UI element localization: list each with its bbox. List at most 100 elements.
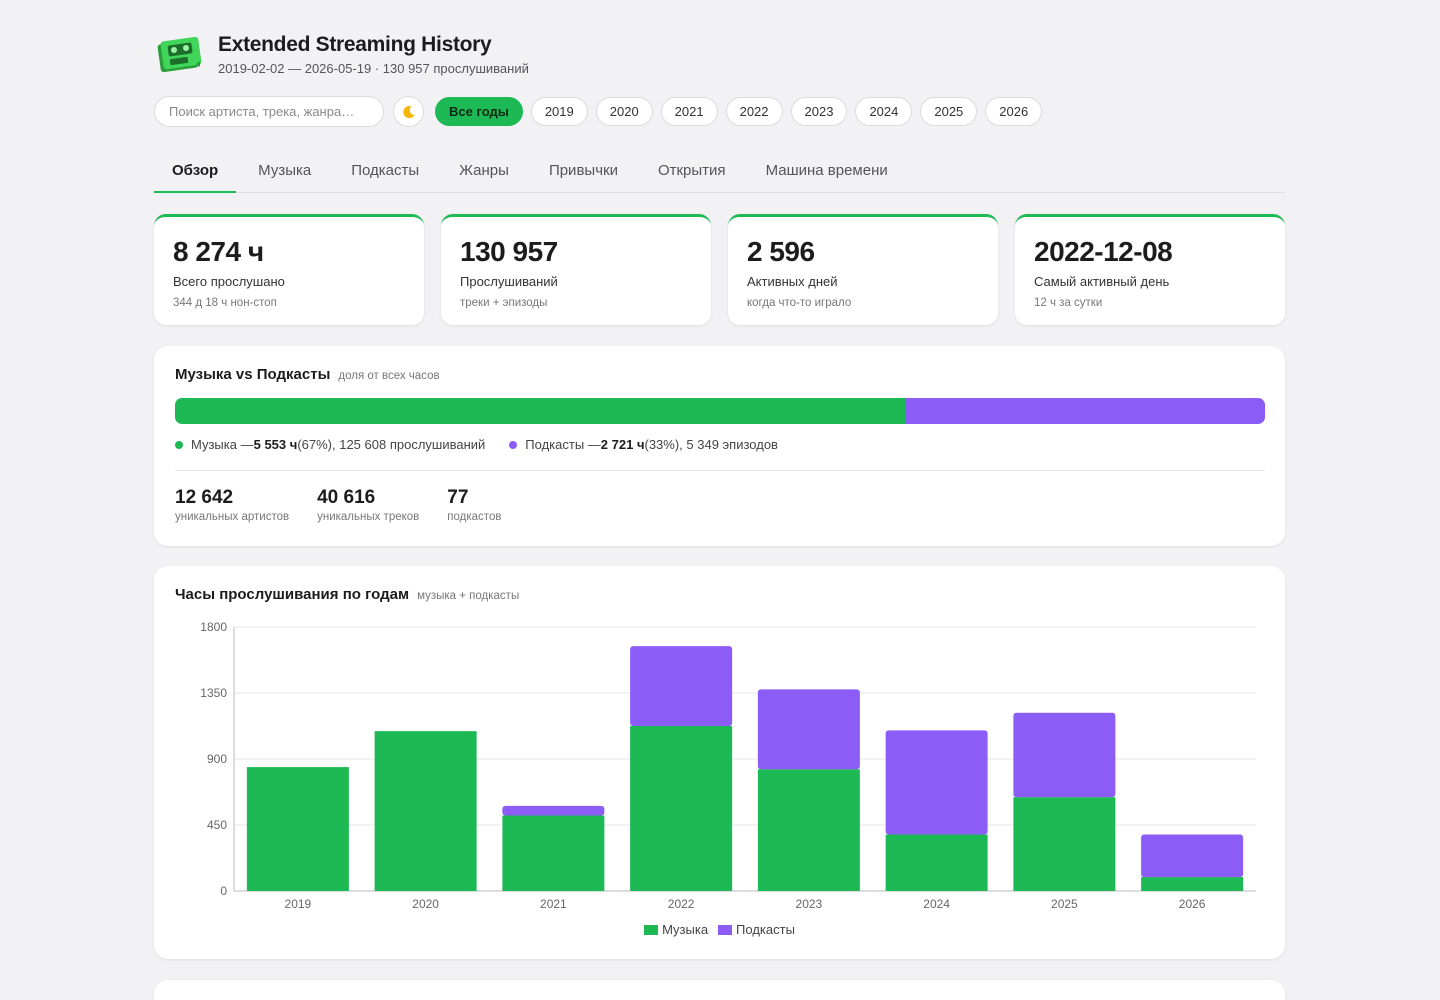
next-panel xyxy=(154,980,1285,1000)
stat-value: 8 274 ч xyxy=(173,236,264,267)
mini-stat-value: 77 xyxy=(447,487,469,508)
legend-podcasts-rest: (33%), 5 349 эпизодов xyxy=(644,437,778,452)
panel-title-text: Часы прослушивания по годам xyxy=(175,586,410,603)
legend-music-hours: 5 553 ч xyxy=(253,437,298,452)
stat-label: Всего прослушано xyxy=(173,274,285,289)
y-tick-label: 1800 xyxy=(200,620,227,634)
x-tick-label: 2021 xyxy=(540,897,567,911)
stat-sub: когда что-то играло xyxy=(747,297,852,309)
stat-sub: 344 д 18 ч нон-стоп xyxy=(173,297,277,309)
tab-podcasts[interactable]: Подкасты xyxy=(351,162,420,179)
mini-stat-value: 12 642 xyxy=(175,487,234,508)
year-filter-2026[interactable]: 2026 xyxy=(985,97,1043,126)
x-tick-label: 2019 xyxy=(285,897,312,911)
stat-label: Самый активный день xyxy=(1034,274,1170,289)
x-tick-label: 2025 xyxy=(1051,897,1078,911)
share-bar xyxy=(175,398,1265,424)
stat-card-plays: 130 957 Прослушиваний треки + эпизоды xyxy=(441,214,711,325)
stat-sub: 12 ч за сутки xyxy=(1034,297,1103,309)
stat-label: Активных дней xyxy=(747,274,838,289)
theme-toggle-button[interactable] xyxy=(393,96,424,127)
share-bar-music xyxy=(175,398,906,424)
year-filter-2022[interactable]: 2022 xyxy=(725,97,783,126)
stat-card-active-days: 2 596 Активных дней когда что-то играло xyxy=(728,214,998,325)
music-vs-podcasts-panel: Музыка vs Подкасты доля от всех часов Муз… xyxy=(154,346,1285,546)
moon-icon xyxy=(402,105,414,118)
year-filter-2019[interactable]: 2019 xyxy=(530,97,588,126)
year-filter-2021[interactable]: 2021 xyxy=(660,97,718,126)
year-filter-2023[interactable]: 2023 xyxy=(790,97,848,126)
yearly-hours-chart: 0 450 900 1350 1800 2019 2020 2021 2022 2023 2024 2… xyxy=(200,620,1256,911)
filter-bar: Все годы 2019 2020 2021 2022 2023 2024 2… xyxy=(154,96,1043,127)
chart-legend: Музыка Подкасты xyxy=(154,922,1285,937)
stat-card-total-hours: 8 274 ч Всего прослушано 344 д 18 ч нон-… xyxy=(154,214,424,325)
mini-stat-label: подкастов xyxy=(447,511,502,523)
stat-value: 2 596 xyxy=(747,236,815,267)
tab-bar: Обзор Музыка Подкасты Жанры Привычки Отк… xyxy=(154,150,1285,193)
app-subtitle: 2019-02-02 — 2026-05-19 · 130 957 прослу… xyxy=(218,61,529,76)
x-tick-label: 2020 xyxy=(412,897,439,911)
bar-2024 xyxy=(885,730,988,835)
legend-podcasts-prefix: Подкасты — xyxy=(525,437,601,452)
chart-legend-podcasts-label: Подкасты xyxy=(736,922,795,937)
mini-stat-value: 40 616 xyxy=(317,487,376,508)
bar-2024 xyxy=(885,834,988,891)
bar-2025 xyxy=(1013,797,1116,891)
legend-music: Музыка — 5 553 ч (67%), 125 608 прослуши… xyxy=(175,437,485,452)
y-tick-label: 0 xyxy=(220,884,227,898)
share-bar-podcasts xyxy=(905,398,1265,424)
bar-2019 xyxy=(246,767,349,891)
bar-2021 xyxy=(502,805,605,816)
year-filter-all[interactable]: Все годы xyxy=(435,97,523,126)
stat-card-top-day: 2022-12-08 Самый активный день 12 ч за с… xyxy=(1015,214,1285,325)
chart-legend-music: Музыка xyxy=(644,922,708,937)
x-tick-label: 2022 xyxy=(668,897,695,911)
stat-cards: 8 274 ч Всего прослушано 344 д 18 ч нон-… xyxy=(154,214,1285,325)
bar-2026 xyxy=(1141,834,1244,878)
panel-title: Часы прослушивания по годам музыка + подк… xyxy=(175,586,519,603)
panel-hint: музыка + подкасты xyxy=(417,590,520,602)
tab-music[interactable]: Музыка xyxy=(258,162,312,179)
y-tick-label: 1350 xyxy=(200,686,227,700)
podcast-dot-icon xyxy=(509,440,518,449)
mini-stat-artists: 12 642 уникальных артистов xyxy=(175,487,289,523)
chart-legend-music-label: Музыка xyxy=(662,922,709,937)
yearly-hours-panel: Часы прослушивания по годам музыка + подк… xyxy=(154,566,1285,959)
stat-value: 2022-12-08 xyxy=(1034,236,1173,267)
bar-2023 xyxy=(757,689,860,770)
panel-hint: доля от всех часов xyxy=(338,370,440,382)
tab-genres[interactable]: Жанры xyxy=(459,162,509,179)
chart-legend-podcasts: Подкасты xyxy=(718,922,795,937)
tab-time-machine[interactable]: Машина времени xyxy=(765,162,888,179)
stat-label: Прослушиваний xyxy=(460,274,558,289)
stat-value: 130 957 xyxy=(460,236,558,267)
tab-habits[interactable]: Привычки xyxy=(548,162,618,179)
bar-2021 xyxy=(502,815,605,891)
music-swatch-icon xyxy=(644,925,659,935)
tab-overview[interactable]: Обзор xyxy=(154,150,237,193)
music-dot-icon xyxy=(175,440,183,449)
cassette-logo-icon xyxy=(157,36,202,73)
divider xyxy=(175,470,1265,471)
year-filter-2025[interactable]: 2025 xyxy=(920,97,978,126)
podcast-swatch-icon xyxy=(718,925,733,935)
x-tick-label: 2024 xyxy=(923,897,950,911)
year-filter-2020[interactable]: 2020 xyxy=(595,97,653,126)
bar-2020 xyxy=(374,731,477,891)
x-tick-label: 2023 xyxy=(796,897,823,911)
bar-2023 xyxy=(757,769,860,891)
panel-title: Музыка vs Подкасты доля от всех часов xyxy=(175,366,440,383)
search-input[interactable] xyxy=(154,96,384,127)
legend-music-rest: (67%), 125 608 прослушиваний xyxy=(297,437,486,452)
share-legend: Музыка — 5 553 ч (67%), 125 608 прослуши… xyxy=(175,437,802,452)
x-tick-label: 2026 xyxy=(1179,897,1206,911)
mini-stat-label: уникальных артистов xyxy=(175,511,290,523)
tab-discoveries[interactable]: Открытия xyxy=(657,162,726,179)
legend-music-prefix: Музыка — xyxy=(191,437,254,452)
bar-2022 xyxy=(630,726,733,891)
y-tick-label: 900 xyxy=(207,752,227,766)
mini-stats: 12 642 уникальных артистов 40 616 уникал… xyxy=(175,487,529,523)
year-filter-2024[interactable]: 2024 xyxy=(855,97,913,126)
panel-title-text: Музыка vs Подкасты xyxy=(175,366,331,383)
legend-podcasts: Подкасты — 2 721 ч (33%), 5 349 эпизодов xyxy=(509,437,778,452)
